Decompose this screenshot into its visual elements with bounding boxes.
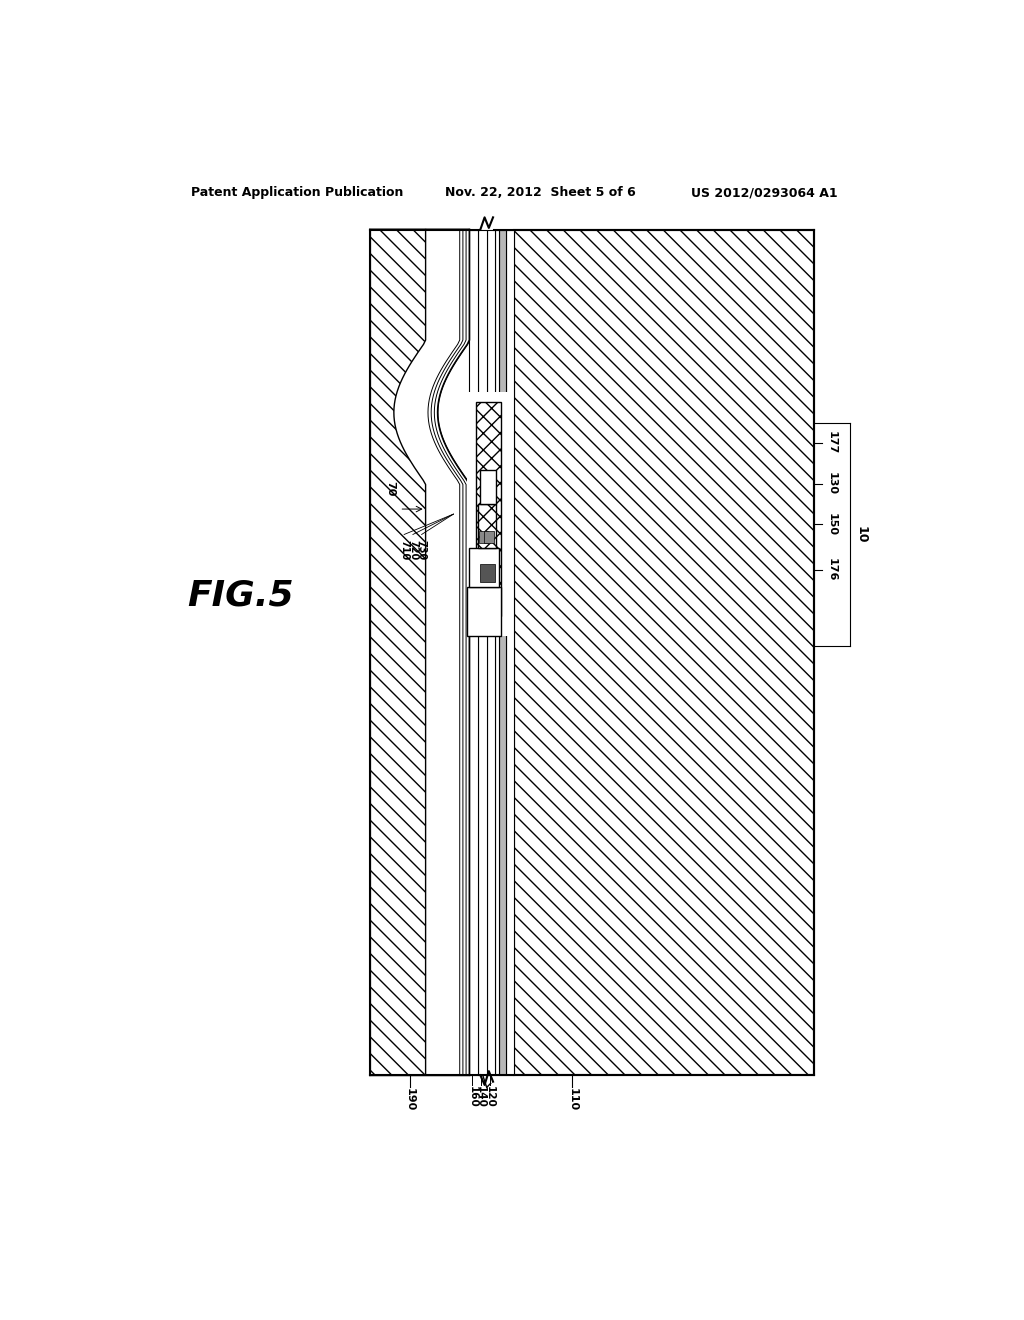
Text: 10: 10: [854, 525, 867, 544]
Text: FIG.5: FIG.5: [187, 578, 294, 612]
Text: 710: 710: [399, 540, 410, 560]
Bar: [467, 392, 508, 636]
Bar: [467, 587, 501, 636]
Text: 150: 150: [826, 512, 837, 536]
Text: US 2012/0293064 A1: US 2012/0293064 A1: [691, 186, 838, 199]
Bar: [469, 548, 500, 587]
Bar: [500, 230, 506, 1076]
Bar: [475, 403, 501, 615]
Bar: [479, 531, 488, 544]
Bar: [480, 470, 497, 504]
Text: Patent Application Publication: Patent Application Publication: [191, 186, 403, 199]
Text: 720: 720: [408, 540, 418, 560]
Bar: [486, 230, 495, 1076]
Bar: [514, 230, 814, 1076]
Bar: [478, 230, 486, 1076]
Bar: [495, 230, 500, 1076]
Text: 140: 140: [476, 1086, 486, 1109]
Bar: [484, 531, 494, 544]
Text: Nov. 22, 2012  Sheet 5 of 6: Nov. 22, 2012 Sheet 5 of 6: [445, 186, 636, 199]
Bar: [478, 504, 497, 548]
Bar: [469, 230, 478, 1076]
Text: 120: 120: [485, 1086, 495, 1107]
Text: 176: 176: [826, 558, 837, 582]
Text: 190: 190: [404, 1089, 415, 1111]
Bar: [506, 230, 514, 1076]
Text: 160: 160: [467, 1086, 477, 1107]
Polygon shape: [370, 230, 469, 1076]
Text: 730: 730: [417, 540, 427, 560]
Text: 110: 110: [567, 1089, 578, 1111]
Polygon shape: [394, 230, 469, 1076]
Text: 177: 177: [826, 432, 837, 454]
Text: 70: 70: [385, 480, 395, 496]
Text: 130: 130: [826, 473, 837, 495]
Bar: [479, 564, 495, 582]
